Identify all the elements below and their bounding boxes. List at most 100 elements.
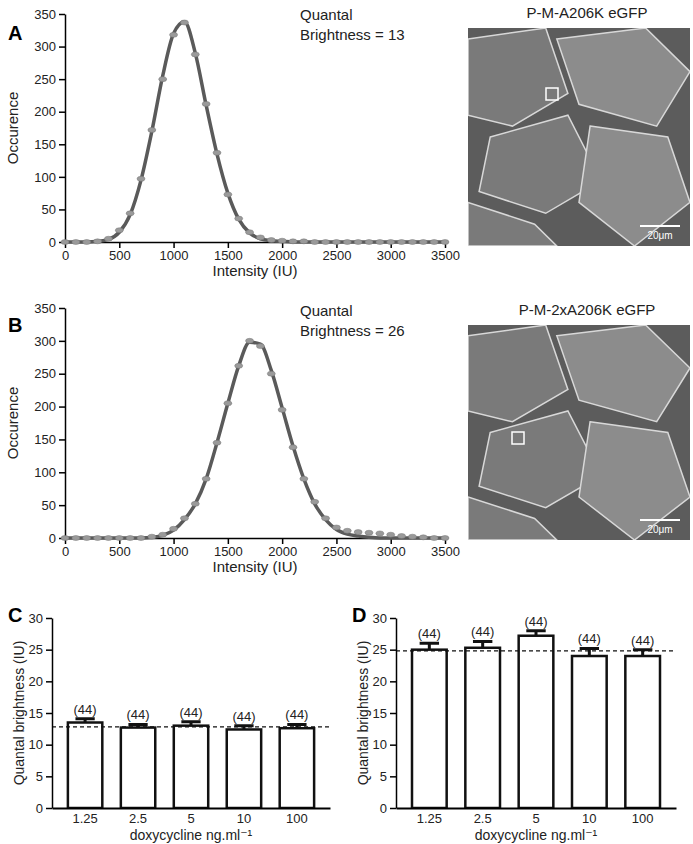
x-axis: 1.252.5510100: [53, 809, 331, 827]
x-tick: 500: [109, 242, 131, 263]
data-point: [115, 536, 123, 541]
y-tick-mark: [390, 649, 396, 651]
y-tick-mark: [390, 681, 396, 683]
x-tick-label: 0: [62, 248, 69, 263]
y-tick-label: 0: [380, 801, 387, 816]
data-point: [72, 536, 80, 541]
x-tick-label: 500: [109, 248, 131, 263]
y-tick-label: 100: [34, 465, 56, 480]
y-tick-label: 0: [49, 235, 56, 250]
x-tick-label: 3000: [377, 544, 406, 559]
n-label: (44): [126, 707, 149, 722]
data-point: [148, 127, 156, 132]
data-point: [83, 536, 91, 541]
y-tick: 20: [29, 674, 52, 689]
error-bar: [420, 643, 439, 649]
y-tick-label: 200: [34, 399, 56, 414]
plot-area: [61, 20, 449, 245]
data-point: [202, 101, 210, 106]
y-tick-label: 25: [29, 642, 43, 657]
x-tick: 2.5: [129, 811, 147, 826]
data-point: [213, 150, 221, 155]
data-point: [246, 230, 254, 235]
n-label: (44): [524, 614, 547, 629]
y-tick: 20: [373, 674, 396, 689]
n-label: (44): [418, 626, 441, 641]
bar: [227, 729, 261, 808]
x-tick-label: 3500: [431, 248, 460, 263]
data-point: [224, 192, 232, 197]
y-tick-mark: [390, 776, 396, 778]
y-tick: 150: [34, 137, 65, 152]
y-tick-mark: [59, 406, 65, 408]
y-tick-mark: [59, 14, 65, 16]
data-point: [72, 240, 80, 245]
data-point: [408, 240, 416, 245]
data-point: [311, 240, 319, 245]
x-tick: 3500: [431, 538, 460, 559]
y-tick-mark: [59, 177, 65, 179]
y-tick-label: 10: [373, 737, 387, 752]
data-point: [267, 371, 275, 376]
x-tick-label: 2500: [322, 544, 351, 559]
data-point: [256, 344, 264, 349]
y-tick: 150: [34, 432, 65, 447]
y-tick: 30: [29, 611, 52, 626]
y-tick-mark: [390, 744, 396, 746]
y-axis: 051015202530: [373, 611, 397, 816]
image-title: P-M-2xA206K eGFP: [519, 301, 656, 318]
x-tick-label: 5: [187, 811, 194, 826]
y-tick: 250: [34, 72, 65, 87]
y-tick-label: 200: [34, 104, 56, 119]
reference-line: [396, 650, 676, 651]
x-tick: 10: [237, 811, 251, 826]
data-point: [419, 535, 427, 540]
data-point: [224, 401, 232, 406]
y-tick-label: 5: [380, 769, 387, 784]
y-axis-title: Occurence: [4, 387, 21, 460]
data-point: [126, 211, 134, 216]
data-point: [213, 440, 221, 445]
bar: [68, 723, 102, 809]
y-tick-label: 15: [373, 706, 387, 721]
y-tick-label: 30: [373, 611, 387, 626]
x-axis-title: doxycycline ng.ml⁻¹: [130, 827, 253, 843]
y-tick-mark: [59, 79, 65, 81]
x-axis-title: doxycycline ng.ml⁻¹: [475, 827, 598, 843]
y-tick-mark: [59, 46, 65, 48]
y-tick: 10: [29, 737, 52, 752]
bar: [465, 648, 500, 808]
y-tick-label: 150: [34, 137, 56, 152]
y-tick-label: 300: [34, 39, 56, 54]
data-point: [311, 499, 319, 504]
x-tick: 1500: [214, 538, 243, 559]
data-point: [343, 240, 351, 245]
data-point: [126, 536, 134, 541]
x-tick: 5: [532, 811, 539, 826]
x-tick-mark: [173, 538, 175, 544]
panel-D: 1.252.5510100051015202530(44)(44)(44)(44…: [352, 604, 677, 843]
x-tick-label: 10: [582, 811, 596, 826]
data-point: [83, 240, 91, 245]
cell: [557, 325, 690, 422]
y-tick-label: 250: [34, 72, 56, 87]
image-title: P-M-A206K eGFP: [527, 4, 648, 21]
y-axis-line: [65, 309, 67, 539]
bar: [519, 636, 554, 808]
n-label: (44): [471, 624, 494, 639]
data-point: [278, 238, 286, 243]
y-tick: 0: [380, 801, 396, 816]
data-point: [387, 532, 395, 537]
scale-bar-label: 20μm: [647, 230, 672, 241]
x-tick: 2.5: [474, 811, 492, 826]
data-point: [235, 363, 243, 368]
x-tick-label: 1.25: [72, 811, 97, 826]
x-tick-mark: [173, 242, 175, 248]
y-tick-mark: [390, 618, 396, 620]
data-point: [191, 52, 199, 57]
data-point: [256, 235, 264, 240]
cell: [579, 422, 690, 540]
y-axis-line: [65, 15, 67, 243]
y-tick: 0: [36, 801, 52, 816]
y-tick: 5: [36, 769, 52, 784]
